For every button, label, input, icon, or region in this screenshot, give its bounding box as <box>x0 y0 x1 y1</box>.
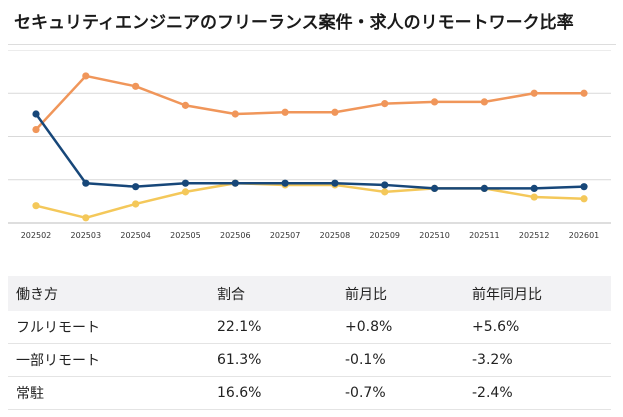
data-point <box>381 100 389 108</box>
title-divider <box>8 44 616 45</box>
table-row: 常駐 16.6% -0.7% -2.4% <box>8 376 611 410</box>
series-line <box>35 74 585 131</box>
data-point <box>580 89 588 97</box>
x-tick-label: 202506 <box>220 231 251 240</box>
x-tick-label: 202601 <box>569 231 600 240</box>
data-point <box>32 202 40 210</box>
cell-yoy: -3.2% <box>464 343 611 377</box>
table-row: 一部リモート 61.3% -0.1% -3.2% <box>8 343 611 377</box>
data-point <box>281 108 289 116</box>
series-line <box>34 113 585 190</box>
x-tick-label: 202508 <box>320 231 351 240</box>
x-tick-label: 202512 <box>519 231 550 240</box>
table-header-row: 働き方 割合 前月比 前年同月比 <box>8 276 611 311</box>
data-point <box>381 188 389 196</box>
remote-ratio-table: 働き方 割合 前月比 前年同月比 フルリモート 22.1% +0.8% +5.6… <box>8 276 611 410</box>
x-tick-label: 202502 <box>21 231 52 240</box>
data-point <box>530 89 538 97</box>
line-chart: 202502 202503 202504 202505 202506 202507 2025… <box>8 50 611 240</box>
header-work-style: 働き方 <box>8 276 209 311</box>
data-point <box>32 110 40 118</box>
cell-ratio: 22.1% <box>209 311 337 344</box>
data-point <box>231 179 239 187</box>
data-point <box>430 184 439 192</box>
chart-title: セキュリティエンジニアのフリーランス案件・求人のリモートワーク比率 <box>14 13 574 33</box>
table-row: フルリモート 22.1% +0.8% +5.6% <box>8 311 611 344</box>
data-point <box>381 181 389 189</box>
x-tick-label: 202504 <box>120 231 151 240</box>
data-point <box>580 183 588 191</box>
data-point <box>181 101 190 109</box>
data-point <box>480 184 488 192</box>
data-point <box>580 195 588 203</box>
data-point <box>82 179 90 187</box>
x-tick-label: 202510 <box>419 231 450 240</box>
data-point <box>231 110 239 118</box>
data-point <box>181 179 190 187</box>
data-point <box>132 183 140 191</box>
x-tick-label: 202503 <box>71 231 102 240</box>
cell-ratio: 61.3% <box>209 343 337 377</box>
header-mom: 前月比 <box>337 276 464 311</box>
cell-work-style: フルリモート <box>8 311 209 344</box>
data-point <box>331 179 339 187</box>
cell-yoy: -2.4% <box>464 376 611 410</box>
cell-mom: +0.8% <box>337 311 464 344</box>
data-point <box>530 184 538 192</box>
data-point <box>430 98 439 106</box>
data-point <box>480 98 488 106</box>
data-point <box>331 108 339 116</box>
x-tick-label: 202507 <box>270 231 301 240</box>
x-tick-label: 202505 <box>170 231 201 240</box>
x-tick-label: 202509 <box>369 231 400 240</box>
data-point <box>82 214 90 222</box>
header-yoy: 前年同月比 <box>464 276 611 311</box>
cell-mom: -0.1% <box>337 343 464 377</box>
data-point <box>530 193 538 201</box>
data-point <box>32 125 40 134</box>
data-point <box>281 179 289 187</box>
header-ratio: 割合 <box>209 276 337 311</box>
x-tick-label: 202511 <box>469 231 500 240</box>
cell-yoy: +5.6% <box>464 311 611 344</box>
data-point <box>132 200 140 208</box>
data-point <box>82 72 90 80</box>
cell-mom: -0.7% <box>337 376 464 410</box>
cell-work-style: 常駐 <box>8 376 209 410</box>
cell-work-style: 一部リモート <box>8 343 209 377</box>
series-line <box>35 181 585 220</box>
cell-ratio: 16.6% <box>209 376 337 410</box>
data-point <box>132 82 140 90</box>
data-point <box>181 188 190 196</box>
